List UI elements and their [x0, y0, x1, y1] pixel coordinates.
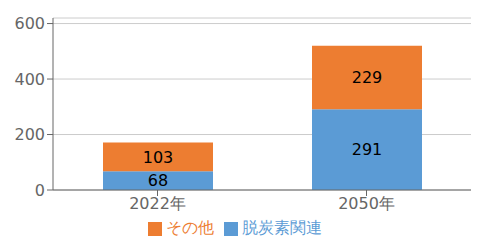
svg-text:0: 0 [35, 181, 45, 200]
svg-text:2050年: 2050年 [338, 194, 395, 213]
svg-text:200: 200 [14, 125, 45, 144]
html-text:脱炭素関連: 脱炭素関連 [241, 218, 322, 237]
svg-text:600: 600 [14, 14, 45, 33]
svg-text:103: 103 [143, 148, 174, 167]
svg-text:2022年: 2022年 [129, 194, 186, 213]
svg-text:291: 291 [352, 140, 383, 159]
svg-text:229: 229 [352, 68, 383, 87]
svg-text:400: 400 [14, 70, 45, 89]
html-text:その他: その他 [165, 218, 214, 237]
svg-text:68: 68 [148, 171, 168, 190]
